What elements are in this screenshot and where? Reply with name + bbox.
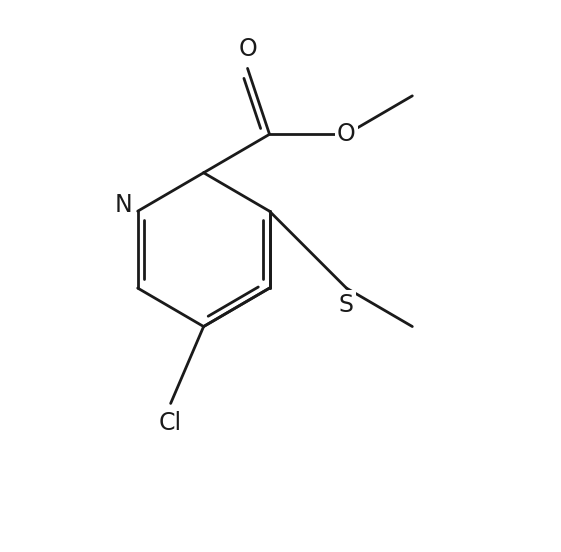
Text: O: O [238,37,257,61]
Text: O: O [337,123,356,146]
Text: N: N [115,193,133,216]
Text: Cl: Cl [159,411,182,434]
Text: S: S [339,293,354,316]
